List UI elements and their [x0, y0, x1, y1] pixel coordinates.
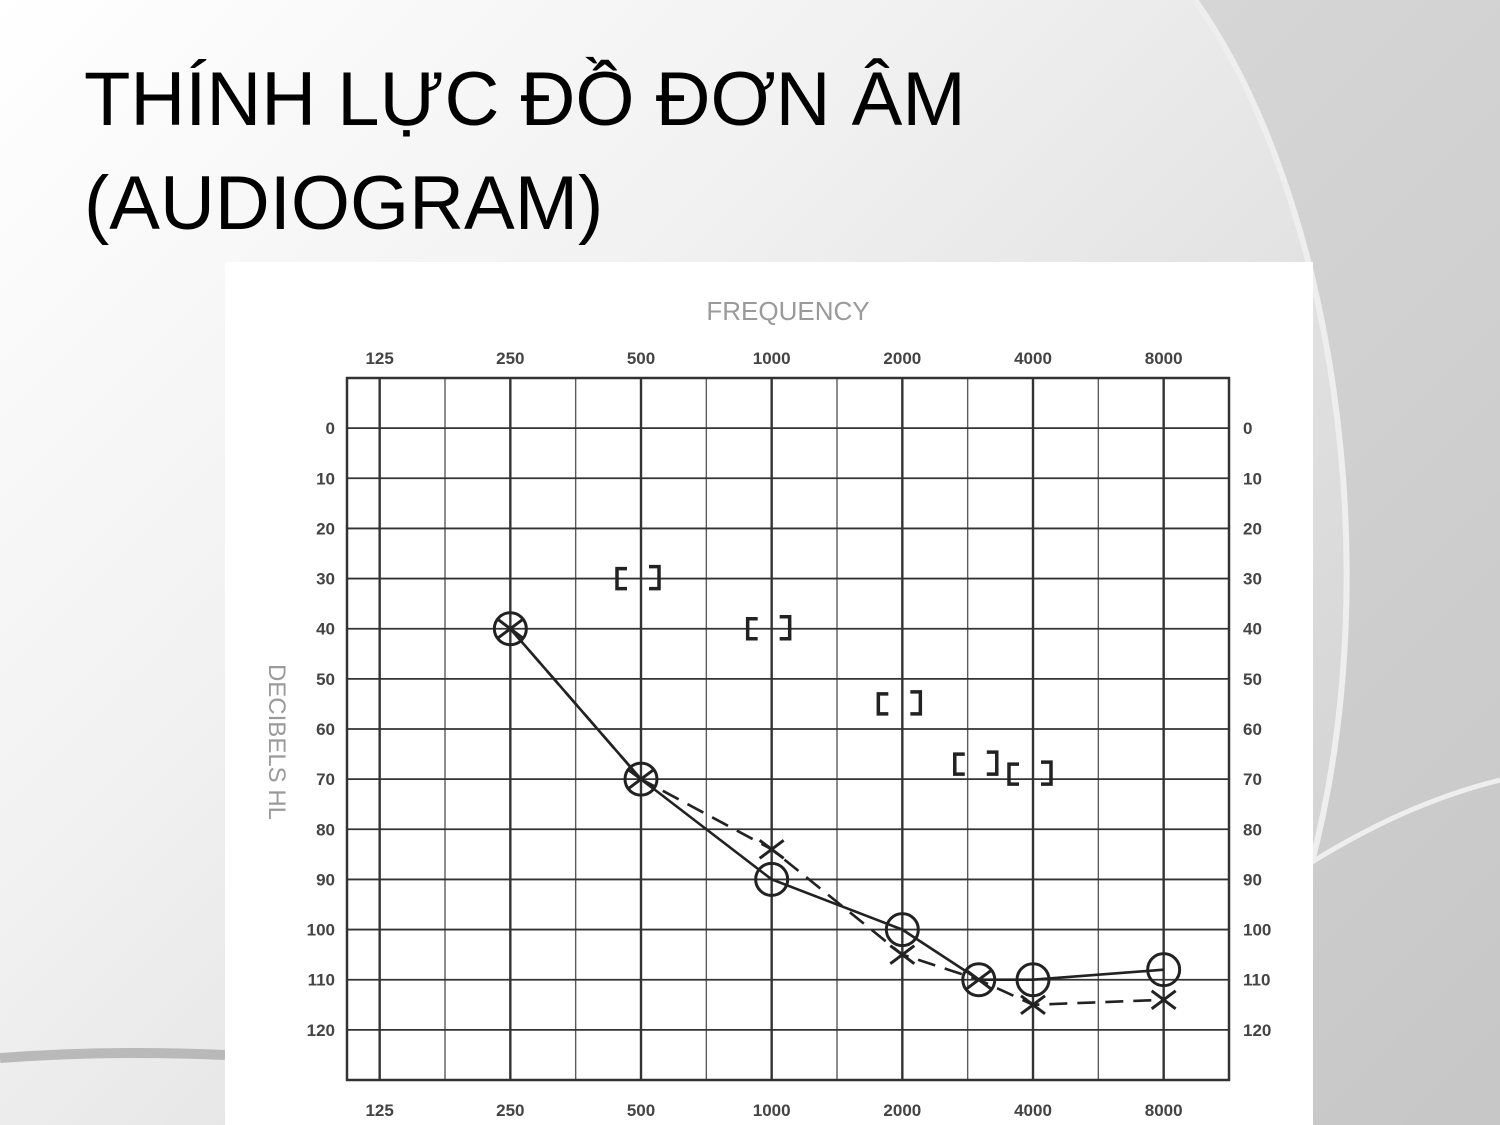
x-tick-label-top: 8000 [1145, 349, 1183, 368]
left-bracket-marker [953, 752, 965, 776]
y-tick-label-right: 90 [1243, 870, 1262, 889]
circle-marker [1146, 952, 1182, 988]
right-bracket-marker [1041, 760, 1053, 786]
y-tick-label-left: 80 [316, 820, 335, 839]
y-tick-label-left: 20 [316, 519, 335, 538]
x-tick-label-bottom: 125 [365, 1101, 393, 1120]
x-marker [965, 969, 992, 990]
x-tick-label-top: 125 [365, 349, 393, 368]
circle-marker [884, 912, 920, 948]
right-bracket-marker [779, 614, 792, 641]
x-tick-label-bottom: 500 [627, 1101, 655, 1120]
y-tick-label-left: 110 [308, 971, 335, 990]
y-tick-label-left: 10 [316, 469, 335, 488]
audiogram-chart: FREQUENCY DECIBELS HL 125 125 250 250 500 500… [225, 262, 1313, 1125]
y-tick-label-left: 0 [326, 419, 335, 438]
x-marker [497, 618, 524, 639]
x-marker [1150, 989, 1177, 1010]
chart-title: FREQUENCY [706, 296, 869, 326]
y-tick-label-left: 40 [316, 620, 335, 639]
left-bracket-marker [745, 616, 758, 641]
tick-labels: 1251252502505005001000100020002000400040… [307, 349, 1272, 1120]
y-tick-label-right: 30 [1243, 570, 1262, 589]
left-bracket-marker [1007, 762, 1019, 786]
y-tick-label-right: 120 [1243, 1021, 1271, 1040]
right-bracket-marker [649, 564, 661, 591]
y-tick-label-right: 40 [1243, 620, 1262, 639]
y-tick-label-right: 0 [1243, 419, 1252, 438]
data-series [492, 564, 1182, 1015]
x-marker [628, 768, 654, 790]
x-tick-label-bottom: 1000 [753, 1101, 791, 1120]
y-tick-label-left: 90 [316, 870, 335, 889]
x-tick-label-bottom: 250 [496, 1101, 524, 1120]
x-tick-label-bottom: 4000 [1014, 1101, 1052, 1120]
y-axis-label: DECIBELS HL [263, 664, 290, 820]
circle-marker [623, 761, 659, 797]
y-tick-label-left: 120 [307, 1021, 335, 1040]
y-tick-label-left: 30 [316, 570, 335, 589]
x-tick-label-top: 1000 [753, 349, 791, 368]
y-tick-label-right: 10 [1243, 469, 1262, 488]
right-bracket-marker [986, 750, 999, 776]
x-marker [1020, 994, 1046, 1015]
slide-title-line-2: (AUDIOGRAM) [84, 161, 604, 246]
y-tick-label-left: 70 [316, 770, 335, 789]
x-tick-label-top: 4000 [1014, 349, 1052, 368]
circle-marker [961, 962, 997, 998]
circle-marker [1015, 962, 1051, 998]
x-tick-label-top: 500 [627, 349, 655, 368]
circle-marker [754, 861, 790, 897]
x-marker [889, 944, 916, 965]
x-tick-label-bottom: 8000 [1145, 1101, 1183, 1120]
slide-title: THÍNH LỰC ĐỒ ĐƠN ÂM (AUDIOGRAM) [84, 48, 1184, 256]
y-tick-label-right: 100 [1243, 921, 1271, 940]
x-marker [758, 839, 785, 860]
circle-marker [492, 611, 528, 647]
x-tick-label-top: 250 [496, 349, 524, 368]
y-tick-label-left: 50 [316, 670, 335, 689]
left-bracket-marker [615, 566, 627, 591]
right-bracket-marker [910, 690, 923, 716]
y-tick-label-right: 50 [1243, 670, 1262, 689]
audiogram-svg: FREQUENCY DECIBELS HL 125125250250500500… [263, 296, 1272, 1120]
y-tick-label-right: 110 [1243, 971, 1270, 990]
y-tick-label-right: 20 [1243, 519, 1262, 538]
x-tick-label-bottom: 2000 [883, 1101, 921, 1120]
slide-title-line-1: THÍNH LỰC ĐỒ ĐƠN ÂM [84, 57, 966, 142]
y-tick-label-right: 60 [1243, 720, 1262, 739]
y-tick-label-left: 60 [316, 720, 335, 739]
y-tick-label-left: 100 [307, 921, 335, 940]
left-bracket-marker [876, 692, 889, 716]
x-tick-label-top: 2000 [883, 349, 921, 368]
y-tick-label-right: 70 [1243, 770, 1262, 789]
y-tick-label-right: 80 [1243, 820, 1262, 839]
